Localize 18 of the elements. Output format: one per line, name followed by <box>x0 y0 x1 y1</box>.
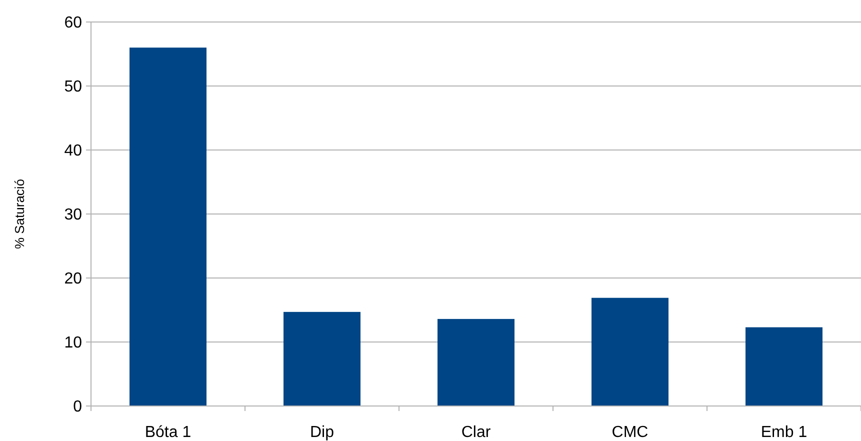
bar <box>284 312 360 406</box>
x-tick-label: Dip <box>310 424 334 441</box>
y-tick-label: 30 <box>64 206 82 224</box>
y-tick-label: 50 <box>64 78 82 96</box>
bar <box>746 327 822 406</box>
y-tick-label: 20 <box>64 270 82 288</box>
x-tick-label: Emb 1 <box>760 424 808 441</box>
x-tick-label: Clar <box>461 424 492 441</box>
x-tick-label: CMC <box>612 424 648 441</box>
bar <box>438 318 514 406</box>
x-tick-label: Bóta 1 <box>144 424 192 441</box>
bar <box>592 298 668 406</box>
y-axis-title: % Saturació <box>12 178 27 250</box>
y-tick-label: 0 <box>73 398 82 416</box>
bar <box>130 48 206 406</box>
y-tick-label: 60 <box>64 14 82 32</box>
y-tick-label: 10 <box>64 334 82 352</box>
y-tick-label: 40 <box>64 142 82 160</box>
